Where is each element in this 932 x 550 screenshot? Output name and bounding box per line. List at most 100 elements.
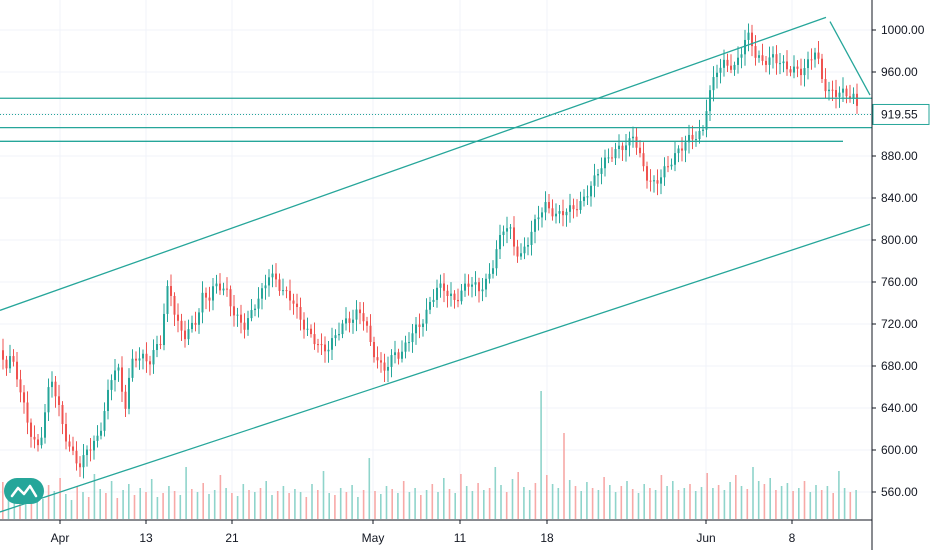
volume-bar [775, 490, 777, 519]
candle-body [5, 359, 8, 369]
candle-body [541, 212, 543, 218]
candle-body [152, 350, 155, 365]
candle-body [418, 324, 421, 328]
volume-bar [322, 471, 325, 519]
drawing-lines[interactable] [0, 16, 872, 513]
volume-bar [110, 481, 113, 519]
candle-body [768, 57, 771, 65]
candle-body [828, 89, 830, 92]
candle-body [138, 358, 141, 361]
volume-bar [128, 484, 130, 519]
candle-body [838, 92, 841, 97]
volume-bar [637, 493, 640, 519]
volume-bar [563, 433, 565, 519]
candle-body [89, 449, 92, 451]
candle-body [177, 314, 179, 321]
volume-bar [368, 458, 371, 519]
candle-body [254, 308, 256, 311]
candle-body [856, 93, 858, 106]
volume-bar [311, 484, 313, 519]
candle-body [37, 439, 39, 446]
candle-body [817, 52, 820, 59]
candle-body [842, 88, 844, 93]
candle-body [348, 318, 351, 323]
price-axis[interactable]: 1000.00960.00920.00880.00840.00800.00760… [871, 0, 925, 550]
candle-body [719, 67, 722, 73]
candle-body [481, 289, 484, 292]
candle-body [180, 320, 183, 331]
candle-body [404, 342, 407, 352]
candle-body [747, 32, 750, 40]
candle-body [649, 180, 652, 182]
logo-badge[interactable] [4, 478, 44, 504]
candle-body [639, 147, 641, 154]
candle-body [765, 60, 767, 65]
volume-bar [76, 486, 78, 519]
candle-body [61, 404, 64, 425]
candle-body [303, 319, 305, 330]
candle-body [68, 441, 71, 447]
volume-bar [528, 490, 531, 519]
trend-line[interactable] [829, 21, 871, 96]
candle-body [607, 157, 610, 159]
candle-body [107, 389, 109, 412]
volume-bar [557, 488, 560, 519]
candle-body [93, 440, 95, 451]
volume-bar [305, 497, 308, 519]
candle-body [681, 148, 683, 151]
candle-body [726, 59, 729, 66]
candle-body [667, 166, 669, 168]
tradingview-logo[interactable] [4, 478, 44, 504]
candle-body [250, 310, 253, 319]
volume-bar [500, 485, 502, 519]
candle-body [632, 136, 634, 139]
candle-body [590, 185, 592, 197]
volume-bar [122, 490, 124, 519]
candle-body [803, 68, 806, 76]
volume-bar [19, 490, 21, 519]
volume-bar [631, 489, 634, 519]
candle-body [362, 313, 365, 322]
candle-body [86, 449, 88, 456]
volume-bar [105, 493, 107, 519]
candle-body [796, 66, 799, 69]
volume-bar [213, 490, 216, 519]
candle-body [313, 334, 316, 345]
candle-body [226, 288, 228, 290]
channel-upper-line[interactable] [0, 16, 827, 311]
candle-body [205, 292, 207, 298]
volume-bar [649, 488, 651, 519]
volume-bar [752, 467, 754, 519]
candle-body [646, 166, 648, 181]
candle-body [663, 166, 666, 178]
candle-body [635, 136, 638, 148]
candle-body [345, 318, 347, 324]
time-axis-label: Apr [51, 531, 70, 545]
candle-body [194, 322, 197, 325]
candle-body [849, 96, 851, 99]
channel-lower-line[interactable] [0, 223, 871, 513]
volume-bar [339, 488, 342, 519]
candle-body [821, 58, 823, 80]
candle-body [548, 202, 550, 209]
candle-body [310, 328, 312, 335]
candle-body [660, 177, 662, 184]
volume-bar [488, 488, 491, 519]
candle-body [16, 361, 18, 380]
candle-body [110, 380, 113, 390]
volume-bar [208, 494, 210, 519]
volume-bar [87, 497, 90, 519]
volume-bar [408, 492, 411, 519]
candle-body [198, 312, 200, 325]
candle-body [331, 338, 333, 350]
volume-bar [13, 501, 16, 519]
candle-body [716, 72, 718, 78]
volume-bar [231, 493, 233, 519]
candle-body [19, 379, 22, 393]
volume-bar [36, 493, 38, 519]
volume-bar [735, 475, 737, 519]
candle-body [576, 209, 578, 211]
candle-body [583, 196, 585, 202]
time-axis[interactable]: Apr 13 21 May 11 18 Jun 8 [0, 519, 872, 545]
